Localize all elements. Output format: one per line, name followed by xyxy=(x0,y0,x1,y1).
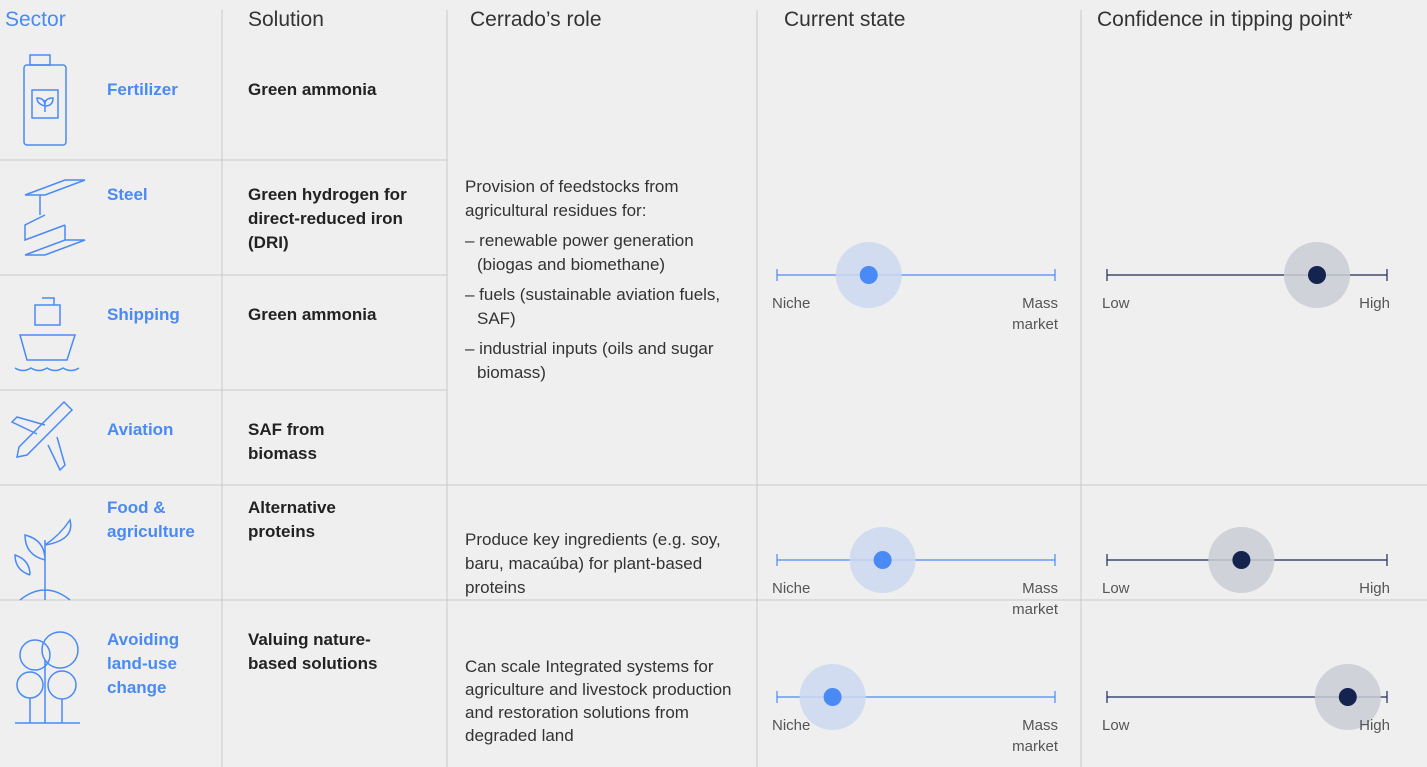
aviation-icon xyxy=(10,400,74,472)
role-item: – fuels (sustainable aviation fuels, SAF… xyxy=(465,285,721,328)
dot xyxy=(859,266,878,284)
scale-high-label: High xyxy=(1359,580,1390,597)
food-icon xyxy=(14,518,72,601)
scale-low-label: Niche xyxy=(772,717,811,734)
role-item: – industrial inputs (oils and sugar biom… xyxy=(465,339,714,382)
solution: Alternative proteins xyxy=(248,498,336,541)
header-solution: Solution xyxy=(248,8,324,31)
header-confidence: Confidence in tipping point* xyxy=(1097,8,1353,31)
scale-low-label: Low xyxy=(1102,295,1130,312)
header-sector: Sector xyxy=(5,8,66,31)
role: Provision of feedstocks from agricultura… xyxy=(465,175,753,385)
scale-high-label: High xyxy=(1359,717,1390,734)
fertilizer-icon xyxy=(23,54,67,146)
sector: Food & agriculture xyxy=(107,498,195,541)
role: Produce key ingredients (e.g. soy, baru,… xyxy=(465,530,721,597)
sector: Fertilizer xyxy=(107,80,178,99)
header-current-state: Current state xyxy=(784,8,906,31)
solution: Green ammonia xyxy=(248,305,377,324)
land-icon xyxy=(15,631,80,724)
sector: Steel xyxy=(107,185,148,204)
scale-high-label: Mass market xyxy=(1012,580,1058,618)
dot xyxy=(1338,688,1357,706)
solution: SAF from biomass xyxy=(248,420,325,463)
role: Can scale Integrated systems for agricul… xyxy=(465,657,732,745)
dot xyxy=(823,688,842,706)
sector: Shipping xyxy=(107,305,180,324)
scale-high-label: Mass market xyxy=(1012,717,1058,755)
dot xyxy=(1232,551,1251,569)
dot xyxy=(873,551,892,569)
solution: Green ammonia xyxy=(248,80,377,99)
sector: Aviation xyxy=(107,420,174,439)
scale-low-label: Niche xyxy=(772,580,811,597)
steel-icon xyxy=(24,179,86,256)
header-role: Cerrado’s role xyxy=(470,8,602,31)
scale-low-label: Low xyxy=(1102,580,1130,597)
role-intro: Provision of feedstocks from agricultura… xyxy=(465,177,679,220)
icons xyxy=(10,54,86,724)
scale-high-label: High xyxy=(1359,295,1390,312)
rules xyxy=(0,10,1427,767)
sector: Avoiding land-use change xyxy=(107,630,180,697)
scale-high-label: Mass market xyxy=(1012,295,1058,333)
scale-low-label: Niche xyxy=(772,295,811,312)
role-item: – renewable power generation (biogas and… xyxy=(465,231,694,274)
solution: Valuing nature-based solutions xyxy=(248,630,378,673)
shipping-icon xyxy=(14,297,80,372)
solution: Green hydrogen for direct-reduced iron (… xyxy=(248,185,407,252)
dot xyxy=(1308,266,1326,284)
scale-low-label: Low xyxy=(1102,717,1130,734)
